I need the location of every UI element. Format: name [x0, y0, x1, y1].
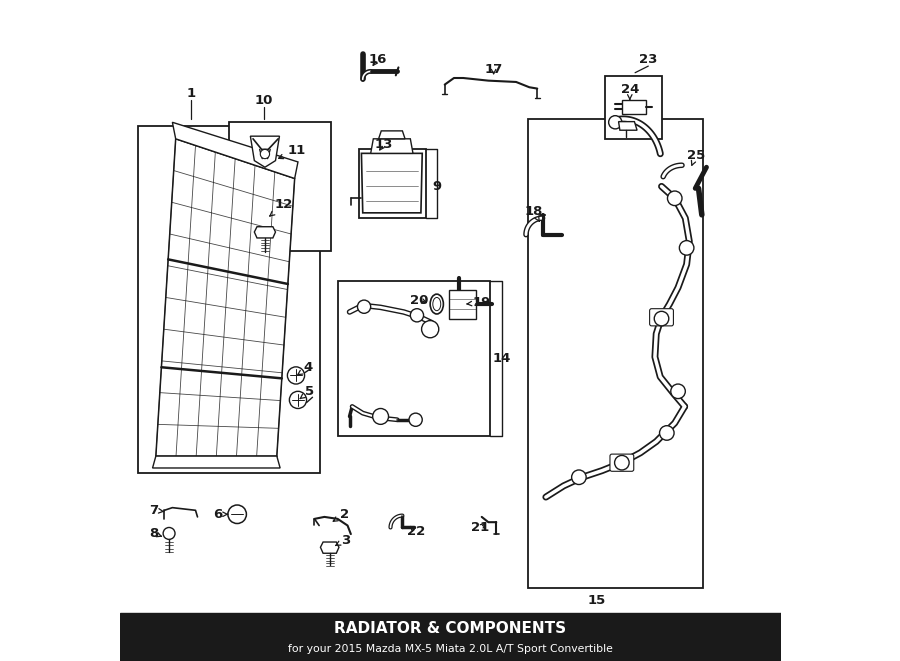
Text: 4: 4 — [298, 361, 313, 375]
Ellipse shape — [430, 294, 444, 314]
Circle shape — [228, 505, 247, 524]
Polygon shape — [362, 153, 422, 213]
Text: 24: 24 — [621, 83, 639, 99]
Text: 22: 22 — [407, 525, 425, 538]
Bar — [528, 119, 703, 588]
Polygon shape — [449, 290, 476, 319]
Text: 13: 13 — [374, 137, 393, 151]
Circle shape — [615, 455, 629, 470]
Circle shape — [660, 426, 674, 440]
Text: 16: 16 — [368, 53, 386, 66]
Text: 5: 5 — [300, 385, 314, 399]
Text: 8: 8 — [149, 527, 161, 540]
Text: 7: 7 — [149, 504, 164, 517]
Polygon shape — [255, 227, 275, 238]
Text: 2: 2 — [333, 508, 349, 522]
Bar — [338, 281, 490, 436]
Bar — [229, 122, 331, 251]
Polygon shape — [618, 122, 637, 130]
Ellipse shape — [433, 297, 441, 311]
Text: RADIATOR & COMPONENTS: RADIATOR & COMPONENTS — [334, 621, 566, 636]
Text: 11: 11 — [279, 144, 306, 159]
Text: 17: 17 — [484, 63, 503, 76]
Circle shape — [654, 311, 669, 326]
Circle shape — [410, 309, 424, 322]
Bar — [359, 149, 426, 218]
Circle shape — [668, 191, 682, 206]
Text: 15: 15 — [588, 594, 606, 607]
Circle shape — [260, 149, 269, 159]
Text: 14: 14 — [492, 352, 510, 365]
Text: 20: 20 — [410, 293, 428, 307]
Circle shape — [163, 527, 175, 539]
Circle shape — [421, 321, 439, 338]
Polygon shape — [379, 131, 405, 139]
Circle shape — [670, 384, 685, 399]
Text: 19: 19 — [467, 296, 491, 309]
Circle shape — [373, 408, 389, 424]
Polygon shape — [622, 100, 645, 114]
Circle shape — [357, 300, 371, 313]
Circle shape — [290, 391, 307, 408]
Bar — [138, 126, 320, 473]
Circle shape — [572, 470, 586, 485]
Circle shape — [608, 116, 622, 129]
Polygon shape — [173, 122, 298, 178]
Text: 23: 23 — [639, 53, 658, 66]
Circle shape — [409, 413, 422, 426]
Text: 18: 18 — [524, 205, 543, 221]
Text: 25: 25 — [687, 149, 705, 165]
Text: 21: 21 — [472, 521, 490, 534]
Polygon shape — [250, 136, 280, 167]
Bar — [120, 613, 780, 661]
Circle shape — [680, 241, 694, 255]
Polygon shape — [156, 139, 294, 456]
Text: 1: 1 — [186, 87, 195, 100]
Text: 6: 6 — [212, 508, 228, 521]
Text: 10: 10 — [255, 94, 273, 107]
Text: 9: 9 — [432, 180, 441, 193]
Polygon shape — [371, 139, 413, 153]
Polygon shape — [153, 456, 280, 468]
FancyBboxPatch shape — [650, 309, 673, 326]
Bar — [606, 76, 662, 139]
Polygon shape — [320, 542, 339, 553]
Text: 12: 12 — [270, 198, 292, 216]
Text: for your 2015 Mazda MX-5 Miata 2.0L A/T Sport Convertible: for your 2015 Mazda MX-5 Miata 2.0L A/T … — [288, 644, 612, 654]
FancyBboxPatch shape — [610, 454, 634, 471]
Circle shape — [287, 367, 304, 384]
Text: 3: 3 — [336, 533, 350, 547]
